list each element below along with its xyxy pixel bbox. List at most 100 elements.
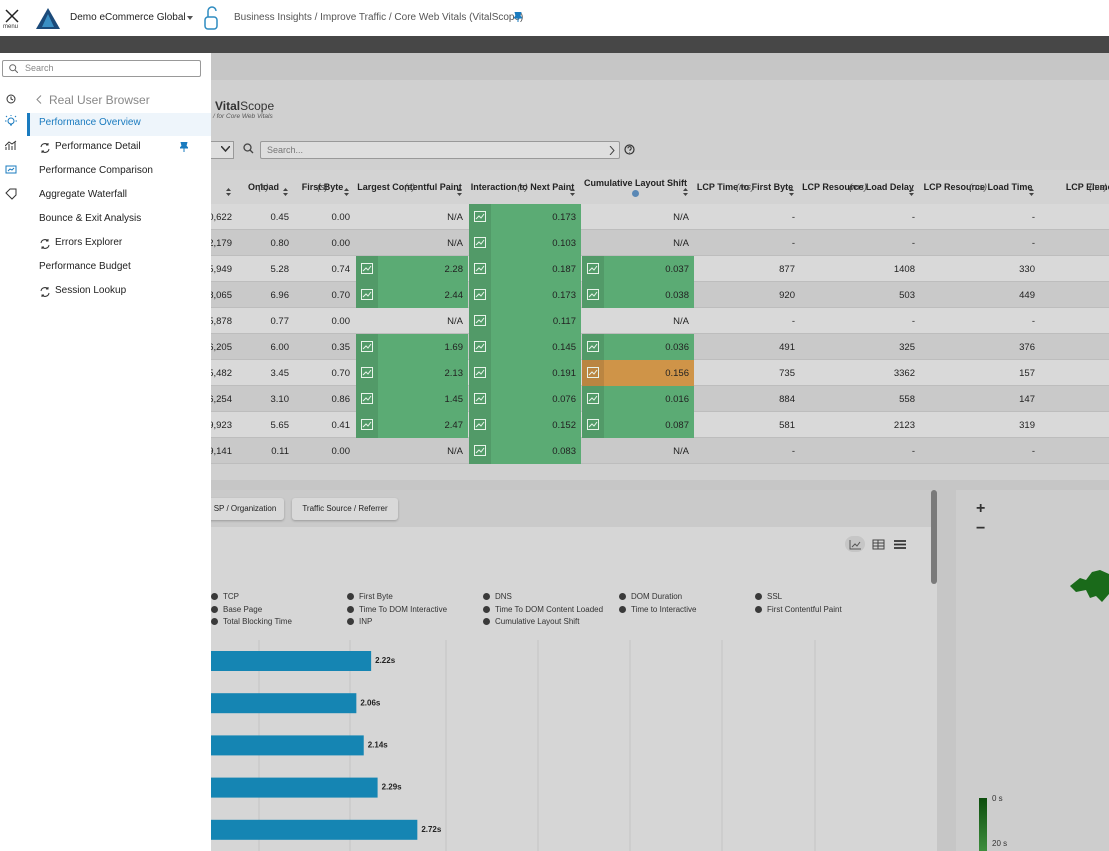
help-icon[interactable] [624, 144, 635, 155]
nav-item[interactable]: Performance Detail [55, 141, 141, 152]
legend-label[interactable]: Total Blocking Time [223, 617, 292, 626]
nav-item[interactable]: Performance Comparison [39, 165, 153, 176]
legend-label[interactable]: Cumulative Layout Shift [495, 617, 580, 626]
cell: 0.77 [270, 316, 290, 327]
legend-label[interactable]: First Contentful Paint [767, 604, 842, 614]
legend-label[interactable]: TCP [223, 592, 239, 601]
column-unit: (ms) [1089, 181, 1107, 192]
trend-icon [361, 367, 373, 378]
cell: 157 [1019, 368, 1035, 379]
close-icon[interactable] [5, 9, 19, 23]
legend-label[interactable]: Time To DOM Content Loaded [495, 604, 604, 614]
legend-dot [483, 593, 490, 600]
column-name: LCP Element R [1065, 181, 1109, 192]
cell: 2123 [893, 420, 915, 431]
sort-icon [789, 188, 794, 196]
rating-cell [604, 282, 694, 308]
cell: 558 [899, 394, 915, 405]
cell: 5.28 [270, 264, 290, 275]
cell: 491 [779, 342, 795, 353]
legend-label[interactable]: DNS [495, 592, 512, 601]
cell: 0.45 [270, 212, 290, 223]
column-header[interactable]: LCP Resource Load Delay (ms) [801, 172, 915, 202]
rating-cell [604, 334, 694, 360]
cell: 0.70 [331, 368, 351, 379]
cell: 0.00 [331, 446, 351, 457]
legend-label[interactable]: SSL [767, 592, 783, 601]
sort-icon [457, 188, 462, 196]
sort-icon [226, 188, 231, 196]
column-header[interactable]: LCP Resource Load Time (ms) [921, 172, 1035, 202]
rating-cell [378, 282, 468, 308]
cell: 330 [1019, 264, 1035, 275]
sort-icon [570, 188, 575, 196]
nav-item[interactable]: Aggregate Waterfall [39, 189, 128, 200]
column-unit: (ms) [736, 181, 754, 192]
cell: 6.96 [270, 290, 290, 301]
brand: VitalScope [215, 99, 274, 113]
logo [36, 8, 60, 29]
zoom-in[interactable]: + [976, 500, 986, 517]
cell: 0.117 [552, 316, 576, 327]
lock-icon[interactable] [203, 5, 219, 31]
trend-icon [361, 341, 373, 352]
rating-cell [491, 204, 581, 230]
tab[interactable]: Traffic Source / Referrer [292, 498, 398, 520]
cell: - [791, 238, 795, 249]
nav-item[interactable]: Performance Budget [39, 261, 131, 272]
column-header[interactable]: Interaction to Next Paint (s) [469, 172, 576, 202]
brand-b: Scope [240, 99, 275, 113]
legend-dot [211, 605, 218, 613]
cell: 0.187 [552, 264, 576, 275]
select[interactable] [211, 141, 234, 159]
tab[interactable]: SP / Organization [206, 498, 284, 520]
legend-label[interactable]: First Byte [359, 592, 393, 601]
back-chevron[interactable] [36, 95, 42, 104]
column-header[interactable]: Cumulative Layout Shift [582, 172, 689, 202]
organization[interactable]: Demo eCommerce Global [70, 12, 186, 23]
legend-dot [755, 593, 762, 600]
column-header[interactable]: LCP Element R (ms) [1041, 172, 1109, 202]
cell: 319 [1019, 420, 1035, 431]
column-header[interactable]: Onload (s) [238, 172, 289, 202]
cell: - [1031, 212, 1035, 223]
legend-label[interactable]: DOM Duration [631, 592, 683, 601]
nav-item[interactable]: Performance Overview [39, 117, 141, 128]
column-name: Interaction to Next Paint [470, 181, 575, 192]
zoom-out[interactable]: − [976, 520, 986, 537]
cell: 503 [899, 290, 915, 301]
cell: 1.45 [444, 394, 464, 405]
legend-label[interactable]: INP [359, 617, 373, 626]
legend-label[interactable]: Time to Interactive [631, 604, 697, 614]
legend-label[interactable]: Base Page [223, 604, 263, 614]
cell: 29,923 [202, 420, 232, 431]
column-header[interactable]: LCP Time to First Byte (ms) [695, 172, 795, 202]
trend-icon [361, 419, 373, 430]
trend-icon [361, 289, 373, 300]
cell: - [911, 446, 915, 457]
table-search[interactable]: Search... [260, 141, 620, 159]
column-header[interactable]: First Byte (s) [295, 172, 350, 202]
nav-item[interactable]: Session Lookup [55, 285, 127, 296]
cell: - [791, 212, 795, 223]
cell: 2.13 [444, 368, 464, 379]
map-scale [979, 798, 987, 851]
cell: N/A [673, 238, 689, 249]
cell: 3.45 [270, 368, 290, 379]
cell: 0.00 [331, 316, 351, 327]
pin-icon[interactable] [514, 12, 522, 22]
cell: - [791, 446, 795, 457]
cell: 0.11 [271, 446, 289, 457]
nav-item[interactable]: Bounce & Exit Analysis [39, 213, 142, 224]
nav-item[interactable]: Errors Explorer [55, 237, 123, 248]
legend-label[interactable]: Time To DOM Interactive [359, 604, 448, 614]
legend-dot [483, 605, 490, 613]
rating-cell [491, 256, 581, 282]
cell: 0.173 [552, 212, 576, 223]
sort-icon [1029, 188, 1034, 196]
sidebar-search[interactable]: Search [2, 60, 201, 77]
column-header[interactable]: Largest Contentful Paint (s) [356, 172, 463, 202]
rating-cell [491, 308, 581, 334]
cell: 0.35 [331, 342, 351, 353]
cell: 48,065 [202, 290, 232, 301]
